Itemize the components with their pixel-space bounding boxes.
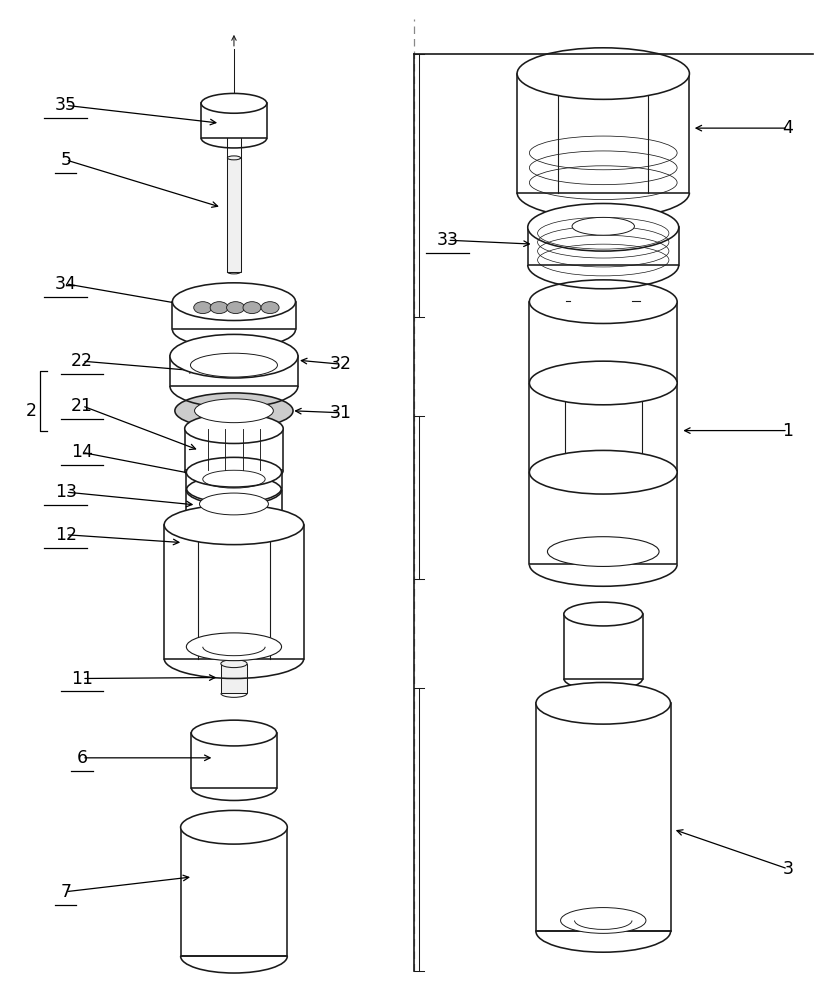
Ellipse shape [194,302,211,314]
Polygon shape [191,733,277,788]
Ellipse shape [175,393,292,429]
Polygon shape [220,664,247,693]
Text: 12: 12 [55,526,77,544]
Polygon shape [227,158,240,272]
Polygon shape [186,490,282,522]
Ellipse shape [563,602,642,626]
Ellipse shape [517,48,689,99]
Ellipse shape [529,280,676,323]
Text: 31: 31 [330,404,351,422]
Ellipse shape [201,93,267,113]
Ellipse shape [185,414,283,443]
Text: 11: 11 [71,670,93,688]
Polygon shape [170,356,297,386]
Ellipse shape [195,399,273,423]
Polygon shape [563,614,642,678]
Ellipse shape [200,493,268,515]
Polygon shape [536,703,670,931]
Text: 34: 34 [55,275,76,293]
Text: 7: 7 [60,883,71,901]
Ellipse shape [560,908,645,933]
Polygon shape [527,227,678,265]
Polygon shape [529,383,676,470]
Text: 33: 33 [436,231,458,249]
Ellipse shape [536,682,670,724]
Ellipse shape [186,457,282,487]
Ellipse shape [186,633,282,661]
Text: 6: 6 [76,749,88,767]
Text: 1: 1 [782,422,792,440]
Ellipse shape [243,302,261,314]
Ellipse shape [170,334,297,378]
Text: 13: 13 [55,483,77,501]
Ellipse shape [226,302,244,314]
Text: 4: 4 [782,119,792,137]
Text: 22: 22 [71,352,93,370]
Text: 21: 21 [71,397,93,415]
Text: 3: 3 [782,860,792,878]
Text: 5: 5 [60,151,71,169]
Polygon shape [529,472,676,564]
Polygon shape [185,429,283,470]
Polygon shape [186,472,282,488]
Ellipse shape [210,302,228,314]
Ellipse shape [181,810,287,844]
Ellipse shape [164,505,303,545]
Text: 32: 32 [330,355,351,373]
Polygon shape [517,74,689,193]
Ellipse shape [546,537,658,566]
Text: 14: 14 [71,443,93,461]
Ellipse shape [227,156,240,160]
Polygon shape [201,103,267,138]
Polygon shape [529,302,676,381]
Text: 35: 35 [55,96,77,114]
Ellipse shape [529,361,676,405]
Ellipse shape [571,217,633,235]
Polygon shape [181,827,287,956]
Ellipse shape [527,203,678,251]
Ellipse shape [261,302,279,314]
Ellipse shape [172,283,295,321]
Polygon shape [164,525,303,659]
Ellipse shape [186,475,282,505]
Ellipse shape [220,660,247,668]
Ellipse shape [191,720,277,746]
Text: 2: 2 [26,402,36,420]
Ellipse shape [529,450,676,494]
Polygon shape [172,302,295,329]
